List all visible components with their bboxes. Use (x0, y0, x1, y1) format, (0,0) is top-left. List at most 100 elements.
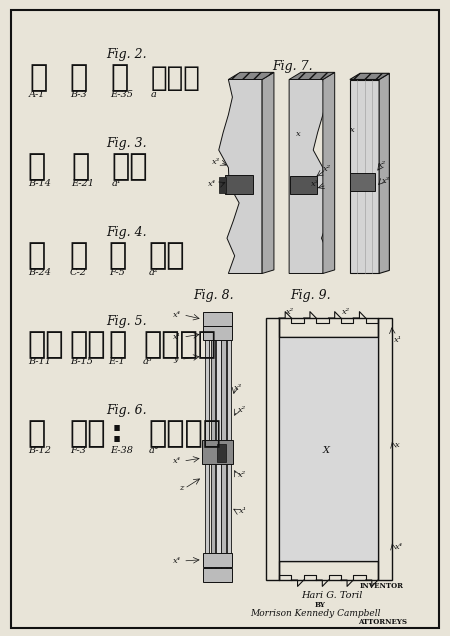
Text: ज़ि: ज़ि (151, 64, 201, 92)
Text: x³: x³ (212, 158, 220, 166)
Text: Hari G. Toril: Hari G. Toril (302, 591, 363, 600)
Text: न्द्: न्द् (148, 419, 221, 448)
Polygon shape (219, 80, 262, 273)
Text: Fig. 6.: Fig. 6. (106, 404, 146, 417)
Text: ी: ी (108, 330, 126, 359)
Text: a: a (151, 90, 157, 99)
Text: INVENTOR: INVENTOR (360, 583, 404, 590)
Polygon shape (379, 73, 389, 273)
Bar (202, 553, 232, 567)
Bar (279, 318, 378, 337)
Text: x: x (395, 441, 400, 449)
Bar (225, 175, 253, 194)
Polygon shape (323, 73, 335, 273)
Bar (205, 312, 209, 582)
Text: Fig. 8.: Fig. 8. (194, 289, 234, 302)
Text: x⁴: x⁴ (208, 181, 216, 188)
Bar (279, 337, 378, 561)
Text: x¹: x¹ (173, 333, 181, 341)
Bar (221, 312, 226, 582)
Text: ृ: ृ (70, 241, 88, 270)
Polygon shape (289, 80, 333, 273)
Text: Fig. 7.: Fig. 7. (272, 60, 313, 73)
Text: x²: x² (238, 471, 246, 479)
Text: ATTORNEYS: ATTORNEYS (358, 618, 407, 626)
Text: x⁴: x⁴ (395, 543, 403, 551)
Text: x²: x² (238, 406, 246, 414)
Text: x²: x² (378, 162, 386, 169)
Text: E-1: E-1 (108, 357, 125, 366)
Text: E-21: E-21 (71, 179, 94, 188)
Bar (266, 318, 279, 580)
Bar (279, 561, 378, 580)
Text: x²: x² (286, 308, 294, 315)
Polygon shape (289, 73, 335, 80)
Text: Fig. 2.: Fig. 2. (106, 48, 146, 60)
Text: E-35: E-35 (110, 90, 133, 99)
Text: १: १ (29, 63, 48, 92)
Text: x²: x² (323, 165, 331, 172)
Text: C-2: C-2 (70, 268, 87, 277)
Text: x¹: x¹ (394, 336, 402, 344)
Text: y: y (173, 356, 178, 363)
Text: ृू: ृू (148, 241, 185, 270)
Bar (211, 312, 215, 582)
Text: आ: आ (28, 419, 46, 448)
Text: F-5: F-5 (109, 268, 125, 277)
Text: x³: x³ (382, 177, 390, 185)
Text: a²: a² (148, 268, 158, 277)
Bar (227, 312, 231, 582)
Text: B-11: B-11 (28, 357, 51, 366)
Text: x³: x³ (234, 384, 242, 392)
Bar (216, 312, 220, 582)
Text: x⁴: x⁴ (173, 457, 181, 465)
Text: ।: । (110, 63, 129, 92)
Text: चे: चे (112, 152, 148, 181)
Text: स्ती: स्ती (143, 330, 216, 359)
Text: उ: उ (70, 63, 88, 92)
Text: x⁴: x⁴ (173, 557, 181, 565)
Polygon shape (350, 80, 379, 273)
Text: B-24: B-24 (28, 268, 51, 277)
Text: ह: ह (28, 152, 46, 181)
Text: Fig. 3.: Fig. 3. (106, 137, 146, 149)
Text: X: X (323, 446, 330, 455)
Bar (290, 176, 317, 194)
Bar (350, 173, 375, 191)
Polygon shape (350, 73, 389, 80)
Text: ॒: ॒ (109, 241, 127, 270)
Text: Fig. 4.: Fig. 4. (106, 226, 146, 238)
Text: Morrison Kennedy Campbell: Morrison Kennedy Campbell (250, 609, 380, 618)
Bar (378, 318, 392, 580)
Text: Fig. 9.: Fig. 9. (290, 289, 331, 302)
Bar (217, 444, 226, 462)
Text: x⁴: x⁴ (173, 311, 181, 319)
Text: x²: x² (342, 308, 350, 315)
Text: द्: द् (70, 419, 106, 448)
Text: ा: ा (71, 152, 90, 181)
Bar (219, 177, 226, 193)
Bar (202, 440, 233, 464)
Text: B-15: B-15 (70, 357, 93, 366)
Text: x: x (296, 130, 301, 137)
Bar (202, 326, 232, 340)
Text: A-1: A-1 (29, 90, 46, 99)
Text: E-38: E-38 (110, 446, 133, 455)
Bar (202, 568, 232, 582)
Text: x¹: x¹ (238, 508, 247, 515)
Text: Fig. 5.: Fig. 5. (106, 315, 146, 328)
Text: स्: स् (28, 330, 64, 359)
Text: B-12: B-12 (28, 446, 51, 455)
Bar (202, 312, 232, 326)
Text: a³: a³ (143, 357, 153, 366)
Text: a¹: a¹ (112, 179, 122, 188)
Text: B-14: B-14 (28, 179, 51, 188)
Text: a°: a° (148, 446, 159, 455)
Text: दि: दि (70, 330, 106, 359)
Polygon shape (262, 73, 274, 273)
Text: x: x (350, 127, 355, 134)
Text: BY: BY (315, 602, 326, 609)
Text: :: : (110, 419, 122, 448)
Text: F-3: F-3 (70, 446, 86, 455)
Text: x³: x³ (310, 181, 319, 188)
